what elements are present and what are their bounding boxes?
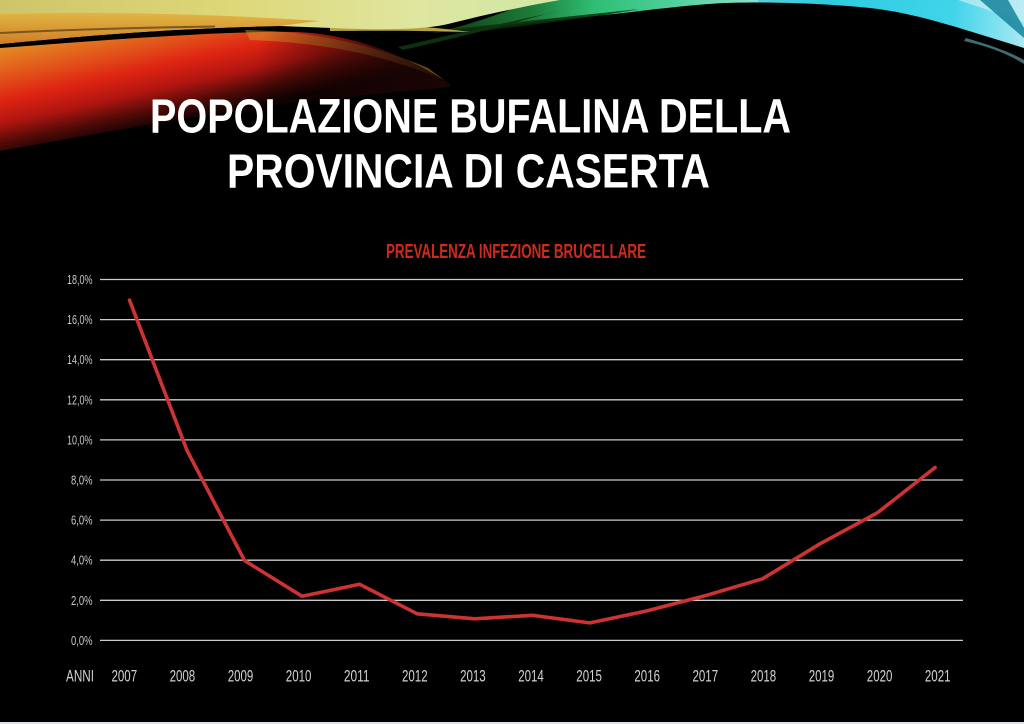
svg-text:2021: 2021 — [925, 668, 951, 686]
svg-text:2019: 2019 — [809, 668, 835, 686]
svg-text:PROVINCIA DI CASERTA: PROVINCIA DI CASERTA — [227, 146, 710, 199]
svg-text:8,0%: 8,0% — [71, 473, 93, 488]
svg-text:16,0%: 16,0% — [67, 312, 93, 327]
svg-text:PREVALENZA INFEZIONE BRUCELLAR: PREVALENZA INFEZIONE BRUCELLARE — [386, 241, 646, 263]
svg-text:2015: 2015 — [576, 668, 602, 686]
svg-text:2010: 2010 — [286, 668, 312, 686]
svg-text:14,0%: 14,0% — [67, 352, 93, 367]
svg-text:0,0%: 0,0% — [71, 633, 93, 648]
svg-text:2007: 2007 — [112, 668, 138, 686]
svg-text:2012: 2012 — [402, 668, 428, 686]
svg-text:4,0%: 4,0% — [71, 553, 93, 568]
svg-text:2018: 2018 — [751, 668, 777, 686]
svg-text:2011: 2011 — [344, 668, 370, 686]
svg-text:12,0%: 12,0% — [67, 392, 93, 407]
svg-text:2013: 2013 — [460, 668, 486, 686]
svg-text:2016: 2016 — [634, 668, 660, 686]
svg-text:10,0%: 10,0% — [67, 432, 93, 447]
svg-text:2017: 2017 — [693, 668, 719, 686]
svg-text:18,0%: 18,0% — [67, 272, 93, 287]
svg-text:ANNI: ANNI — [66, 668, 94, 686]
svg-text:2008: 2008 — [170, 668, 196, 686]
svg-text:2,0%: 2,0% — [71, 593, 93, 608]
svg-text:2014: 2014 — [518, 668, 544, 686]
svg-text:6,0%: 6,0% — [71, 513, 93, 528]
svg-text:POPOLAZIONE BUFALINA DELLA: POPOLAZIONE BUFALINA DELLA — [150, 91, 791, 144]
svg-text:2020: 2020 — [867, 668, 893, 686]
svg-text:2009: 2009 — [228, 668, 254, 686]
